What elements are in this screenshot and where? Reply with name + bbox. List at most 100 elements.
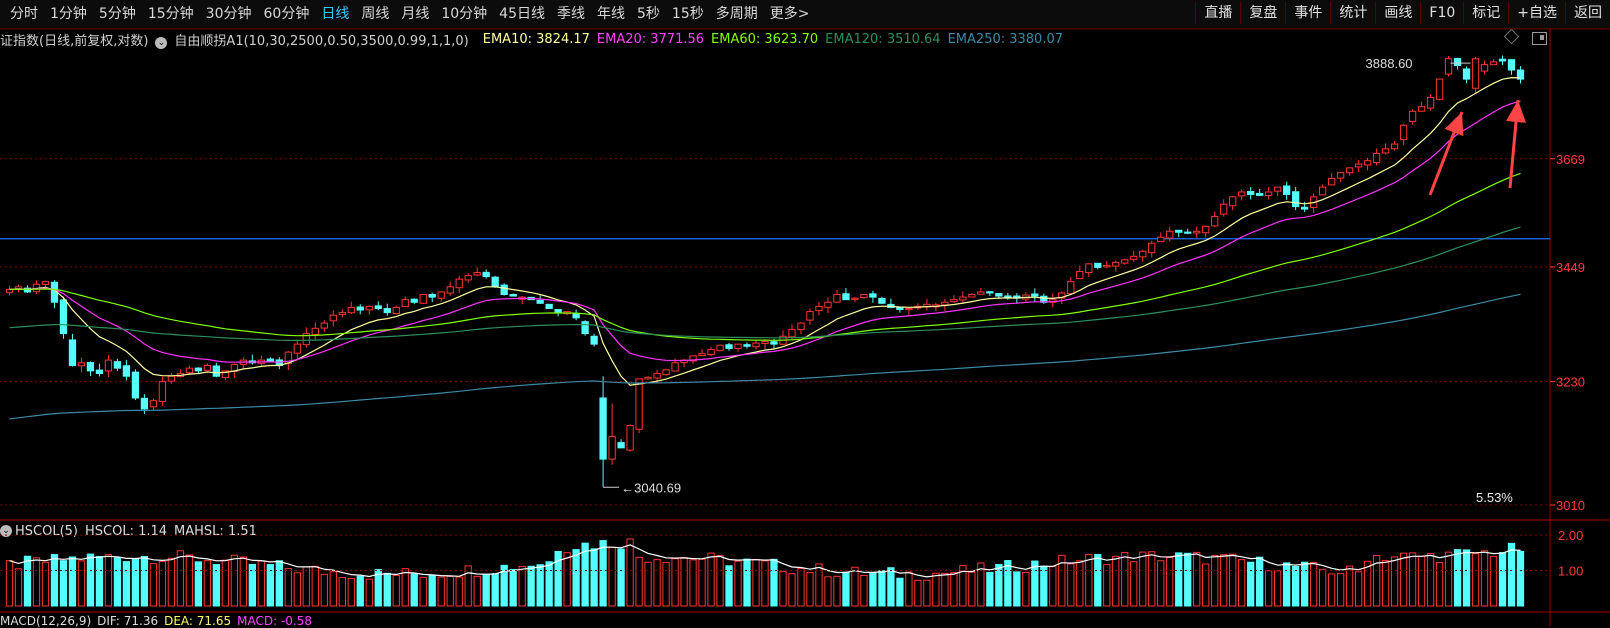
hscol-bar bbox=[1094, 554, 1102, 607]
hscol-bar bbox=[833, 575, 841, 607]
candle-body bbox=[581, 321, 589, 335]
period-tab-0[interactable]: 分时 bbox=[10, 6, 38, 22]
hscol-bar bbox=[293, 572, 301, 607]
hscol-bar bbox=[554, 550, 562, 607]
period-tab-11[interactable]: 季线 bbox=[556, 6, 585, 22]
candle-body bbox=[500, 284, 508, 296]
hscol-bar bbox=[149, 563, 158, 607]
candle-body bbox=[716, 344, 724, 352]
window-toggle-icon[interactable] bbox=[1532, 32, 1547, 45]
period-tab-1[interactable]: 1分钟 bbox=[50, 6, 87, 22]
hscol-bar bbox=[266, 564, 274, 607]
hscol-bar bbox=[131, 558, 140, 607]
toolbar-button-5[interactable]: F10 bbox=[1420, 2, 1463, 24]
toolbar-button-7[interactable]: +自选 bbox=[1508, 2, 1565, 24]
period-tab-15[interactable]: 多周期 bbox=[715, 6, 758, 22]
toolbar-button-0[interactable]: 直播 bbox=[1195, 2, 1240, 24]
toolbar-button-1[interactable]: 复盘 bbox=[1240, 2, 1285, 24]
hscol-bar bbox=[617, 548, 625, 607]
hscol-bar bbox=[59, 560, 68, 607]
candle-body bbox=[833, 294, 841, 303]
hscol-bar bbox=[1381, 560, 1390, 607]
hscol-bar bbox=[275, 560, 283, 607]
macd-legend: MACD(12,26,9) DIF: 71.36 DEA: 71.65 MACD… bbox=[0, 614, 318, 628]
hscol-bar bbox=[374, 569, 382, 607]
hscol-bar bbox=[599, 540, 607, 607]
hscol-bar bbox=[590, 548, 598, 607]
ema250-line bbox=[9, 293, 1521, 420]
period-tab-16[interactable]: 更多> bbox=[769, 6, 810, 22]
period-tab-6[interactable]: 日线 bbox=[321, 6, 350, 22]
candle-body bbox=[1031, 293, 1039, 297]
hscol-bar bbox=[1256, 556, 1264, 607]
toolbar-button-6[interactable]: 标记 bbox=[1463, 2, 1508, 24]
period-tab-10[interactable]: 45日线 bbox=[499, 6, 545, 22]
hscol-bar bbox=[500, 564, 508, 607]
hscol-bar bbox=[635, 556, 643, 607]
candle-body bbox=[689, 355, 697, 362]
high-label: 3888.60 bbox=[1366, 56, 1413, 71]
candle-body bbox=[1345, 167, 1354, 174]
candle-body bbox=[1471, 58, 1480, 89]
hscol-bar bbox=[1408, 552, 1417, 607]
candle-body bbox=[1157, 236, 1165, 243]
period-tab-3[interactable]: 15分钟 bbox=[147, 6, 194, 22]
hscol-bar bbox=[752, 558, 760, 607]
indicator-label[interactable]: ⌄ 自由顺拐A1(10,30,2500,0.50,3500,0.99,1,1,0) bbox=[155, 30, 475, 49]
period-tab-8[interactable]: 月线 bbox=[401, 6, 430, 22]
candle-body bbox=[131, 371, 140, 399]
hscol-bar bbox=[257, 560, 265, 607]
period-tab-9[interactable]: 10分钟 bbox=[441, 6, 488, 22]
toolbar-button-2[interactable]: 事件 bbox=[1285, 2, 1330, 24]
hscol-bar bbox=[680, 557, 688, 607]
period-tab-4[interactable]: 30分钟 bbox=[205, 6, 252, 22]
hscol-bar bbox=[941, 572, 949, 607]
hscol-bar bbox=[707, 552, 715, 607]
candle-body bbox=[113, 361, 122, 369]
period-tab-2[interactable]: 5分钟 bbox=[98, 6, 136, 22]
candle-body bbox=[1426, 96, 1435, 109]
period-tab-13[interactable]: 5秒 bbox=[636, 6, 660, 22]
candle-body bbox=[1516, 69, 1525, 80]
candle-body bbox=[851, 297, 859, 300]
period-tab-5[interactable]: 60分钟 bbox=[263, 6, 310, 22]
hscol-bar bbox=[842, 571, 850, 607]
candle-body bbox=[707, 348, 715, 356]
hscol-bar bbox=[185, 554, 194, 607]
period-tab-7[interactable]: 周线 bbox=[361, 6, 390, 22]
hscol-bar bbox=[815, 563, 823, 607]
toolbar-button-3[interactable]: 统计 bbox=[1330, 2, 1375, 24]
period-tab-12[interactable]: 年线 bbox=[596, 6, 625, 22]
period-tab-14[interactable]: 15秒 bbox=[671, 6, 704, 22]
hscol-bar bbox=[1417, 555, 1426, 607]
candle-body bbox=[1327, 177, 1336, 186]
candle-body bbox=[941, 301, 949, 306]
hscol-bar bbox=[1327, 573, 1336, 607]
sub-settings-dot-icon[interactable]: ⌄ bbox=[0, 525, 12, 537]
candle-body bbox=[959, 296, 967, 301]
hscol-bar bbox=[986, 571, 994, 607]
toolbar-button-4[interactable]: 画线 bbox=[1375, 2, 1420, 24]
hscol-bar bbox=[1309, 561, 1318, 607]
hscol-bar bbox=[1220, 554, 1228, 607]
candle-body bbox=[329, 314, 337, 322]
hscol-bar bbox=[239, 556, 247, 607]
hscol-bar bbox=[662, 561, 670, 607]
candle-body bbox=[1283, 185, 1291, 195]
hscol-bar bbox=[167, 557, 176, 607]
price-axis-label-0: 3669 bbox=[1556, 152, 1585, 167]
hscol-bar bbox=[923, 579, 931, 607]
candle-body bbox=[77, 362, 86, 367]
candle-body bbox=[662, 369, 670, 376]
hscol-bar bbox=[248, 563, 256, 607]
hscol-bar bbox=[455, 576, 463, 607]
toolbar-button-8[interactable]: 返回 bbox=[1565, 2, 1610, 24]
candle-body bbox=[149, 400, 158, 408]
hscol-bar bbox=[689, 559, 697, 607]
hscol-bar bbox=[977, 562, 985, 607]
candle-body bbox=[644, 376, 652, 380]
hscol-bar bbox=[1354, 571, 1363, 607]
candle-body bbox=[860, 294, 868, 299]
settings-dot-icon[interactable]: ⌄ bbox=[155, 36, 168, 49]
